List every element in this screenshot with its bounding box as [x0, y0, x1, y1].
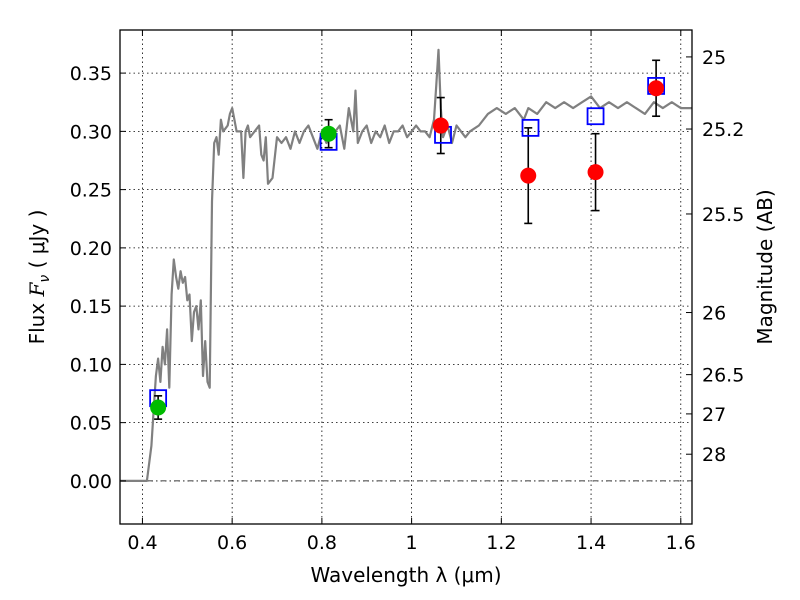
right-y-tick-label: 26 — [702, 303, 726, 325]
model-point-marker — [521, 118, 540, 137]
red-data-point — [648, 80, 665, 97]
y-tick-label: 0.35 — [70, 63, 112, 85]
right-y-tick-label: 26.5 — [702, 365, 744, 387]
y-tick-label: 0.00 — [70, 471, 112, 493]
x-tick-label: 1.6 — [666, 532, 696, 554]
x-tick-label: 1 — [406, 532, 418, 554]
x-tick-label: 0.8 — [307, 532, 337, 554]
model-point-marker — [586, 107, 605, 126]
model-spectrum-line — [120, 48, 692, 482]
y-axis-label: Flux Fν ( μJy ) — [25, 210, 53, 345]
right-y-tick-label: 25.5 — [702, 204, 744, 226]
y-tick-label: 0.30 — [70, 121, 112, 143]
y-tick-label: 0.25 — [70, 180, 112, 202]
red-data-point — [587, 164, 604, 181]
right-y-tick-label: 28 — [702, 444, 726, 466]
plot-frame — [119, 29, 693, 525]
green-data-point — [320, 125, 337, 142]
right-y-tick-label: 25 — [702, 47, 726, 69]
right-y-axis-label: Magnitude (AB) — [753, 189, 777, 344]
x-tick-label: 0.4 — [127, 532, 157, 554]
plot-area — [120, 48, 692, 482]
x-axis-label: Wavelength λ (μm) — [310, 563, 501, 587]
axis-ticks: 0.4 0.6 0.8 1 1.2 1.4 1.6 0.00 0.05 0.10 0.15 0.20 0… — [70, 30, 744, 554]
red-data-point — [432, 117, 449, 134]
y-axis-label-prefix: Flux — [25, 296, 49, 344]
y-tick-label: 0.10 — [70, 354, 112, 376]
green-data-point — [150, 399, 167, 416]
x-tick-label: 1.2 — [486, 532, 516, 554]
y-axis-label-symbol: F — [25, 281, 49, 297]
y-tick-label: 0.15 — [70, 296, 112, 318]
red-data-point — [520, 167, 537, 184]
right-y-tick-label: 27 — [702, 404, 726, 426]
x-tick-label: 1.4 — [576, 532, 606, 554]
y-axis-label-suffix: ( μJy ) — [25, 210, 49, 275]
y-axis-label-subscript: ν — [37, 275, 53, 283]
x-tick-label: 0.6 — [217, 532, 247, 554]
y-tick-label: 0.20 — [70, 238, 112, 260]
y-tick-label: 0.05 — [70, 413, 112, 435]
right-y-tick-label: 25.2 — [702, 119, 744, 141]
